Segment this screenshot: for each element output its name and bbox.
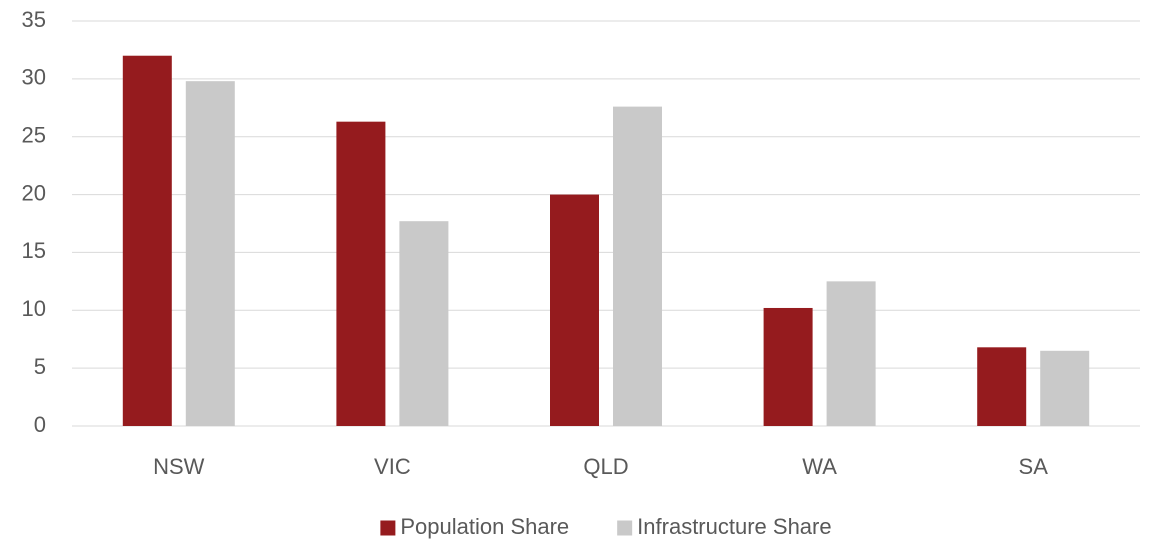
legend-label: Infrastructure Share (637, 514, 831, 539)
bar (613, 106, 662, 426)
bar (336, 121, 386, 427)
legend-label: Population Share (400, 514, 569, 539)
bar (826, 281, 876, 426)
legend-item: Population Share (380, 514, 569, 539)
y-tick-label: 30 (22, 65, 46, 90)
y-tick-label: 10 (22, 296, 46, 321)
x-tick-label: WA (802, 454, 837, 479)
y-tick-label: 25 (22, 123, 46, 148)
bar (1040, 350, 1090, 426)
bar (399, 221, 449, 426)
legend-item: Infrastructure Share (617, 514, 832, 539)
y-tick-label: 0 (34, 412, 46, 437)
y-tick-label: 35 (22, 7, 46, 32)
x-tick-label: NSW (153, 454, 205, 479)
y-tick-label: 15 (22, 238, 46, 263)
bar (185, 81, 235, 427)
y-tick-label: 20 (22, 180, 46, 205)
bar (977, 347, 1027, 426)
bar (550, 194, 599, 426)
legend-swatch (380, 520, 396, 536)
bar (122, 55, 172, 426)
x-tick-label: VIC (374, 454, 411, 479)
legend-swatch (617, 520, 633, 536)
x-tick-label: SA (1019, 454, 1049, 479)
y-tick-label: 5 (34, 354, 46, 379)
x-tick-label: QLD (583, 454, 628, 479)
bar (763, 307, 813, 426)
